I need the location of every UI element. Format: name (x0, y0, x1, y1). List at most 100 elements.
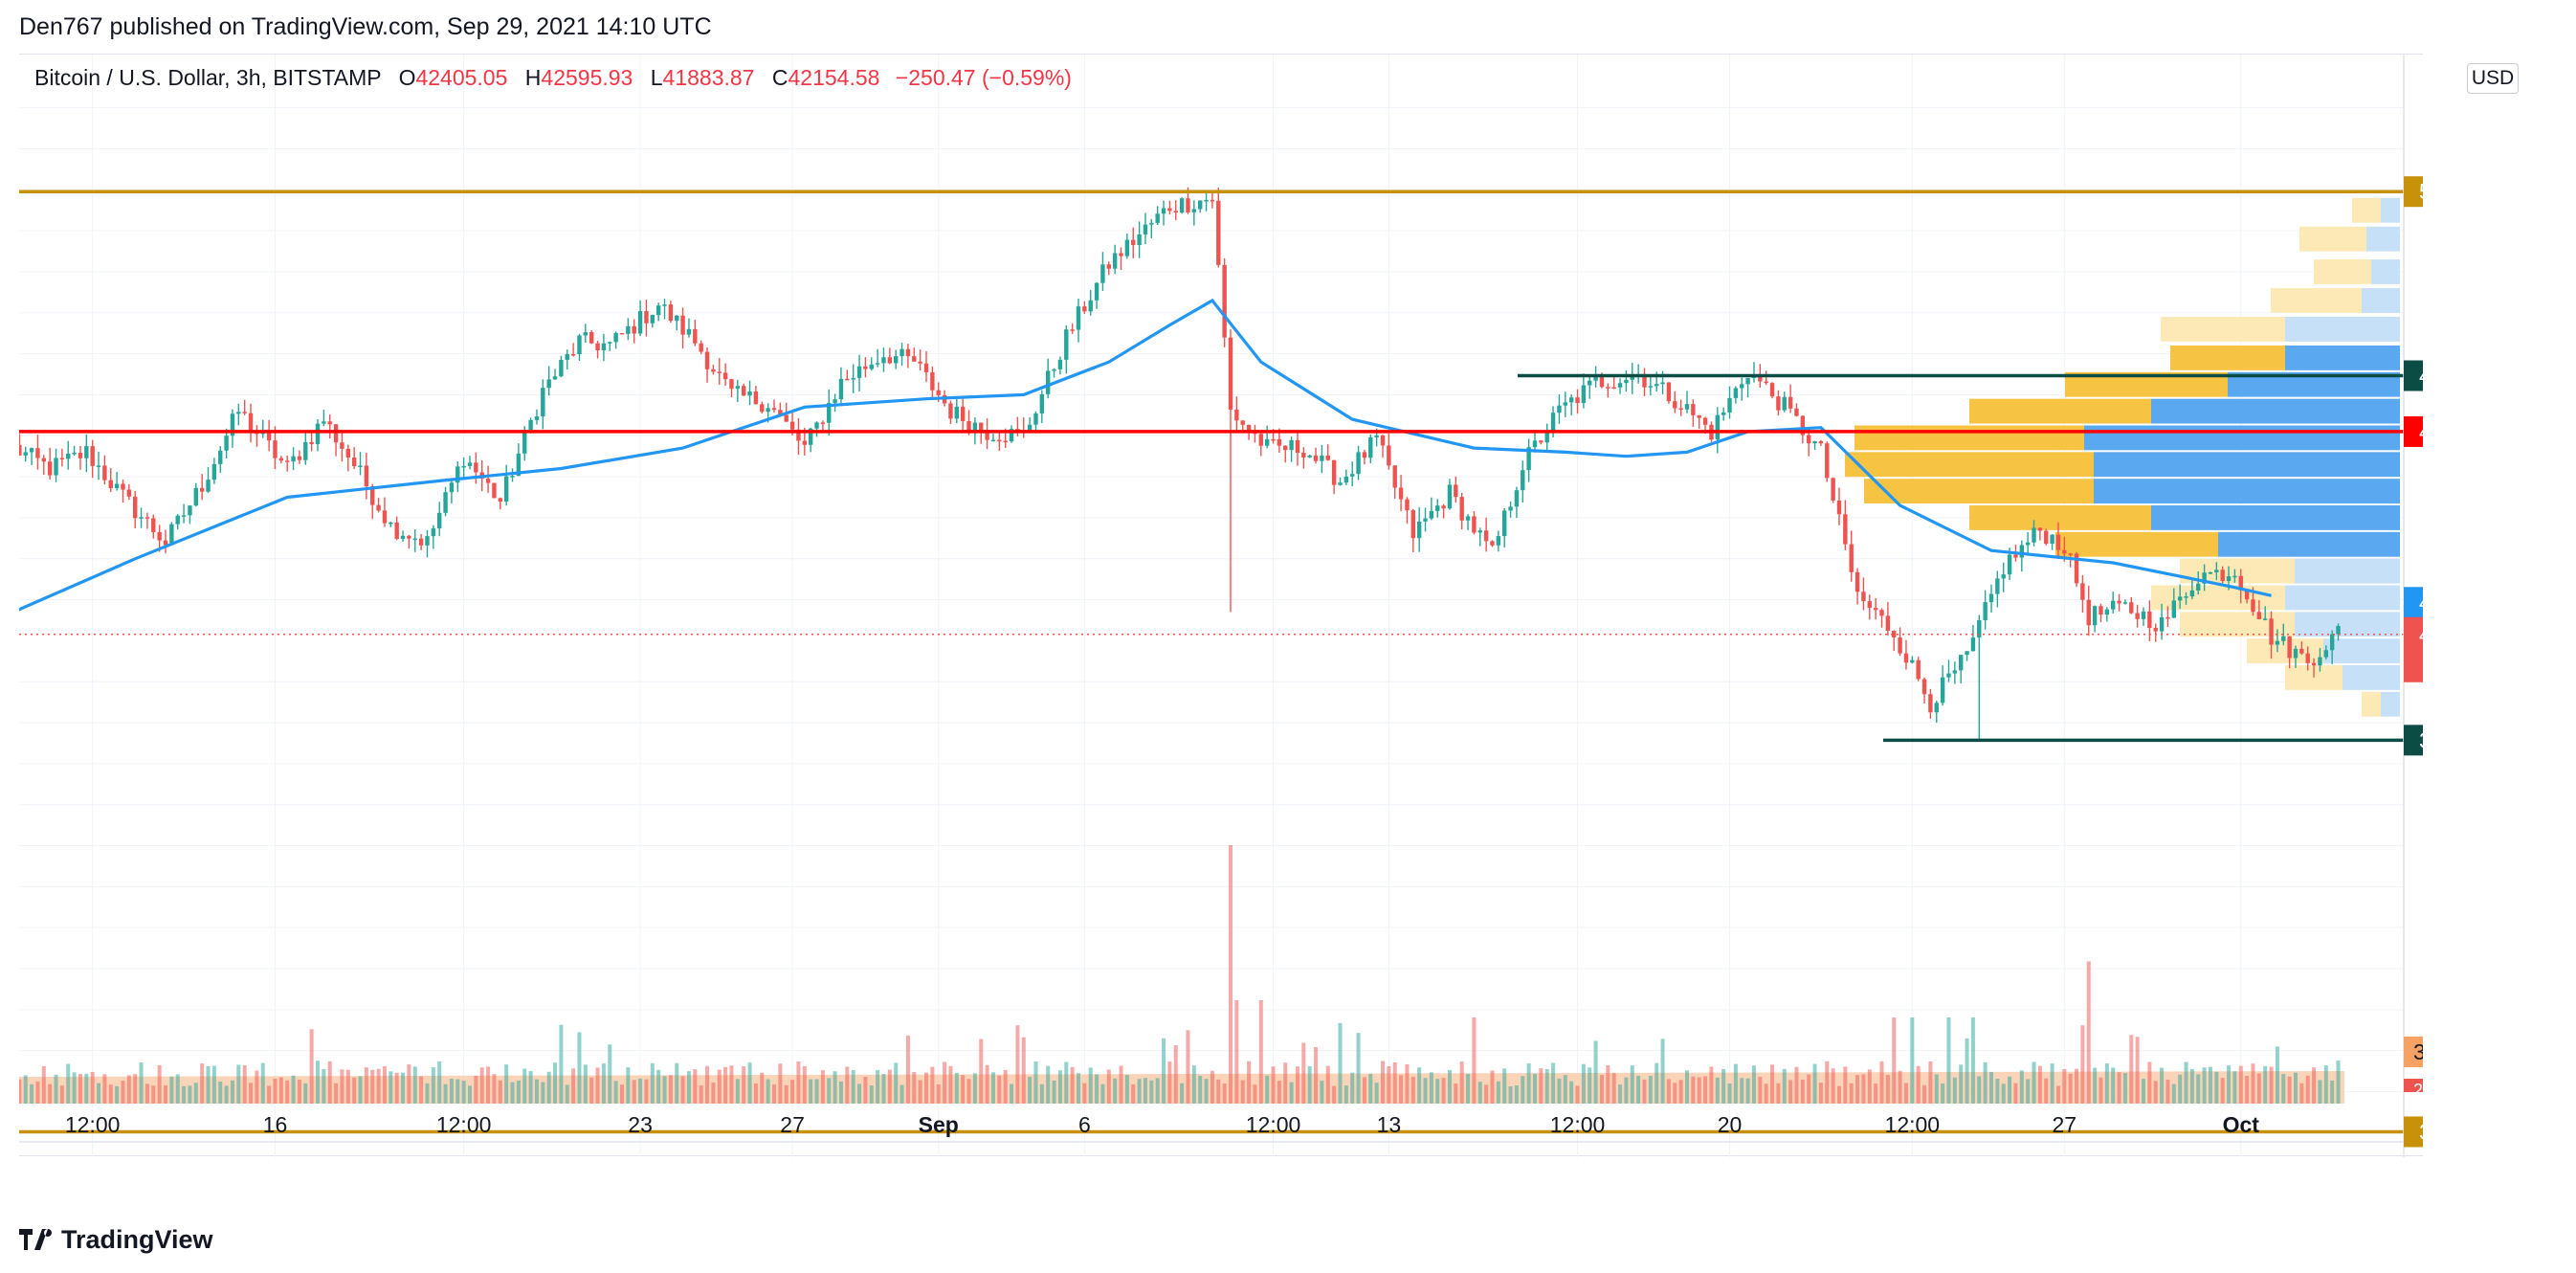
candle-body (856, 366, 862, 378)
candle-body (2013, 554, 2018, 558)
candle-body (760, 404, 765, 413)
volume-bar (675, 1062, 679, 1104)
candle-body (96, 465, 101, 467)
candle-body (1995, 578, 2000, 594)
candle-body (1070, 329, 1075, 331)
volume-bar (133, 1074, 138, 1104)
level-price-tag: 47101.29 (2419, 419, 2423, 444)
candle-body (729, 379, 734, 390)
candle-body (808, 428, 813, 445)
volume-bar (2196, 1074, 2201, 1104)
volume-bar (1831, 1068, 1835, 1104)
currency-button[interactable]: USD (2467, 63, 2519, 94)
level-price-tag-bg (2404, 415, 2423, 447)
volume-bar (278, 1077, 283, 1104)
candle-body (1660, 382, 1665, 385)
volume-bar (1593, 1040, 1598, 1104)
volume-bar (2135, 1037, 2140, 1104)
volume-bar (1173, 1045, 1178, 1104)
volume-bar (1466, 1073, 1471, 1104)
candle-body (1673, 401, 1677, 409)
volume-bar (2153, 1081, 2158, 1104)
candle-body (467, 462, 473, 466)
volume-bar (182, 1085, 187, 1104)
candle-body (1934, 703, 1939, 713)
candle-body (1599, 376, 1605, 388)
candle-body (1818, 440, 1824, 444)
volume-bar (2251, 1063, 2255, 1104)
candle-body (1611, 387, 1616, 390)
volume-bar (242, 1065, 247, 1104)
volume-bar (1740, 1078, 1744, 1104)
volume-bar (1764, 1083, 1768, 1104)
candle-body (1191, 209, 1197, 212)
volume-bar (90, 1071, 95, 1104)
volume-bar (2099, 1077, 2103, 1104)
candle-body (1064, 329, 1069, 360)
symbol-title[interactable]: Bitcoin / U.S. Dollar, 3h, BITSTAMP (34, 65, 382, 90)
candle-body (2141, 611, 2146, 619)
volume-bar (48, 1083, 53, 1104)
volume-profile-up-bar (1854, 425, 2084, 451)
candle-body (1715, 414, 1720, 440)
candle-body (1544, 432, 1549, 443)
candle-body (1568, 397, 1574, 403)
volume-bar (565, 1084, 569, 1104)
volume-profile-up-bar (1864, 479, 2094, 504)
volume-bar (1435, 1079, 1440, 1104)
candle-body (1836, 500, 1842, 515)
volume-bar (534, 1079, 539, 1104)
volume-bar (121, 1081, 125, 1104)
candle-body (2281, 636, 2286, 641)
volume-bar (656, 1069, 661, 1104)
volume-bar (2281, 1074, 2286, 1104)
candle-body (778, 410, 783, 415)
candle-body (1970, 637, 1976, 652)
candle-body (1903, 653, 1909, 663)
x-tick-label: 27 (2053, 1112, 2077, 1137)
candle-body (686, 328, 692, 335)
volume-bar (468, 1085, 472, 1104)
volume-bar (59, 1085, 64, 1104)
candle-body (1307, 455, 1312, 458)
x-tick-label: 12:00 (65, 1112, 121, 1137)
volume-bar (1514, 1084, 1519, 1104)
volume-bar (1271, 1066, 1276, 1104)
candle-body (1204, 199, 1209, 202)
candle-body (1921, 679, 1927, 695)
candle-body (1325, 455, 1330, 460)
candle-body (1782, 396, 1787, 411)
volume-bar (1052, 1080, 1056, 1104)
tradingview-logo[interactable]: TradingView (19, 1225, 213, 1255)
volume-bar (2037, 1065, 2042, 1104)
volume-bar (30, 1083, 34, 1104)
volume-bar (1039, 1083, 1044, 1104)
x-tick-label: 6 (1078, 1112, 1091, 1137)
volume-bar (1429, 1072, 1433, 1104)
candle-body (84, 446, 89, 458)
volume-bar (352, 1077, 357, 1104)
price-chart[interactable]: 54000.0052000.0050000.0048000.0046000.00… (19, 55, 2423, 1157)
volume-bar (327, 1061, 332, 1104)
volume-bar (966, 1079, 971, 1104)
candle-body (637, 310, 643, 334)
candle-body (188, 505, 192, 516)
candle-body (151, 518, 156, 533)
volume-bar (595, 1067, 600, 1104)
candle-body (1758, 374, 1763, 382)
candle-body (1295, 439, 1300, 454)
volume-bar (876, 1070, 880, 1104)
candle-body (1350, 474, 1355, 477)
volume-bar (1258, 1000, 1263, 1104)
volume-bar (2165, 1079, 2170, 1104)
level-price-tag-bg (2404, 360, 2423, 391)
candle-body (2050, 534, 2054, 545)
candle-body (680, 315, 685, 335)
candle-body (1794, 408, 1799, 416)
volume-bar (894, 1062, 899, 1104)
candle-body (1301, 453, 1306, 458)
volume-bar (1332, 1085, 1337, 1104)
volume-bar (1447, 1069, 1452, 1104)
high-value: 42595.93 (541, 65, 633, 90)
volume-bar (1253, 1084, 1257, 1104)
